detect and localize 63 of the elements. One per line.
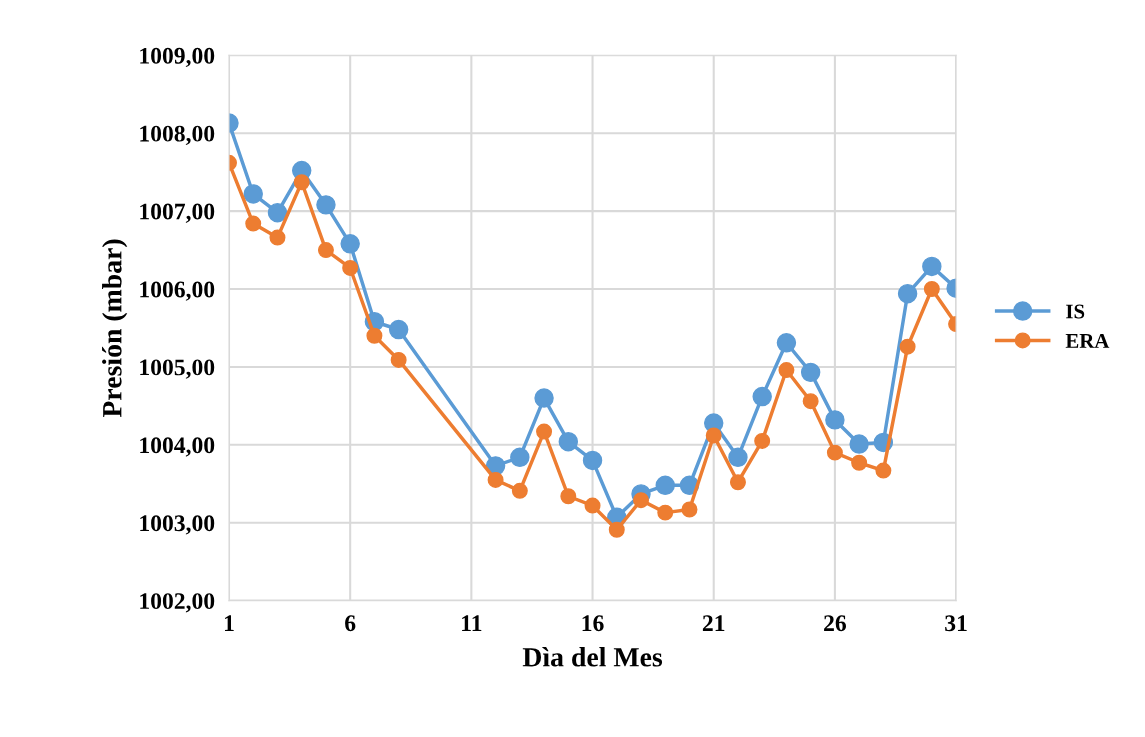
x-tick-label: 11 (462, 615, 482, 631)
point (390, 351, 407, 368)
x-tick-label: 16 (582, 615, 604, 632)
y-tick-label: 1003,00 (140, 515, 215, 535)
point (316, 195, 336, 215)
point (826, 444, 843, 461)
point (923, 281, 940, 297)
point (778, 362, 795, 379)
point (800, 362, 821, 383)
point (487, 471, 504, 488)
point (729, 474, 746, 491)
point (728, 447, 748, 468)
point (536, 423, 553, 440)
point (511, 482, 528, 499)
x-tick-label: 1 (224, 615, 234, 631)
y-tick-label: 1005,00 (140, 359, 215, 379)
point (534, 388, 554, 408)
y-tick-label: 1002,00 (140, 593, 215, 613)
point (584, 497, 601, 514)
point (705, 427, 722, 444)
y-tick-label: 1004,00 (140, 437, 215, 457)
point (560, 488, 577, 505)
x-tick-label: 31 (945, 615, 967, 632)
legend-label: IS (1066, 304, 1085, 319)
x-axis-title: Dìa del Mes (522, 647, 663, 667)
point (922, 256, 942, 277)
point (388, 319, 409, 340)
y-tick-label: 1008,00 (140, 125, 215, 146)
point (825, 410, 845, 430)
point (657, 504, 674, 521)
point (875, 462, 892, 479)
point (267, 202, 288, 223)
point (655, 475, 675, 496)
point (317, 242, 334, 259)
point (633, 492, 649, 509)
x-tick-label: 6 (345, 615, 356, 632)
point (608, 521, 625, 538)
point (849, 434, 869, 454)
point (899, 338, 916, 355)
x-tick-label: 26 (824, 615, 847, 632)
point (245, 215, 262, 232)
x-tick-label: 21 (702, 615, 725, 631)
point (681, 501, 698, 518)
point (269, 229, 286, 246)
point (510, 447, 530, 468)
point (366, 327, 383, 344)
point (851, 454, 868, 471)
y-axis-title: Presión (mbar) (102, 239, 128, 418)
point (754, 432, 771, 449)
point (776, 333, 797, 353)
point (342, 259, 359, 276)
point (558, 431, 579, 452)
y-tick-label: 1009,00 (140, 47, 215, 68)
point (243, 184, 263, 204)
point (752, 386, 772, 407)
y-tick-label: 1006,00 (140, 281, 215, 301)
point (340, 234, 360, 254)
point (293, 174, 310, 191)
point (897, 283, 918, 304)
y-tick-label: 1007,00 (140, 203, 215, 223)
point (582, 450, 603, 471)
point (802, 393, 819, 410)
legend-label: ERA (1065, 334, 1110, 348)
